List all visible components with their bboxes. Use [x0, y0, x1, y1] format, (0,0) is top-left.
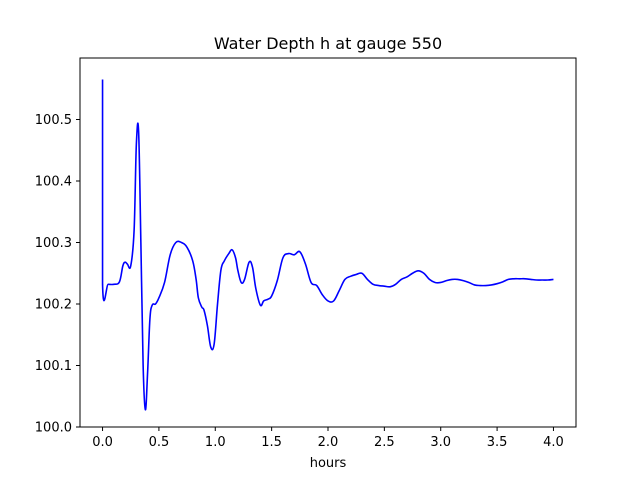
x-tick-label: 0.0	[92, 435, 113, 450]
series-line-0	[101, 79, 554, 411]
y-tick-label: 100.5	[35, 113, 72, 128]
y-tick-label: 100.3	[35, 236, 72, 251]
x-tick-label: 4.0	[543, 435, 564, 450]
y-tick-label: 100.4	[35, 175, 72, 190]
x-tick-label: 0.5	[149, 435, 170, 450]
x-ticks: 0.0 0.5 1.0 1.5 2.0 2.5 3.0 3.5 4.0	[92, 427, 564, 450]
x-axis-label: hours	[310, 456, 347, 471]
x-tick-label: 3.5	[487, 435, 508, 450]
x-tick-label: 2.5	[374, 435, 395, 450]
y-tick-label: 100.1	[35, 359, 72, 374]
plot-area	[101, 79, 554, 411]
x-tick-label: 1.0	[205, 435, 226, 450]
x-tick-label: 1.5	[261, 435, 282, 450]
x-tick-label: 2.0	[318, 435, 339, 450]
x-tick-label: 3.0	[430, 435, 451, 450]
y-ticks: 100.0 100.1 100.2 100.3 100.4 100.5	[35, 113, 80, 436]
axes-frame	[79, 57, 577, 428]
chart-title: Water Depth h at gauge 550	[214, 34, 442, 53]
y-tick-label: 100.2	[35, 298, 72, 313]
y-tick-label: 100.0	[35, 421, 72, 436]
